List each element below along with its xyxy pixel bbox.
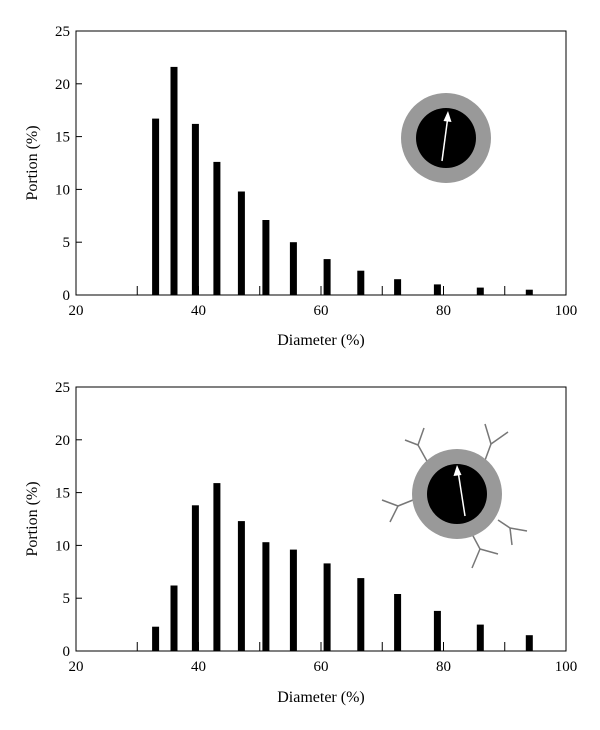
x-tick-label: 100 bbox=[555, 659, 578, 675]
bar bbox=[433, 284, 441, 295]
bar bbox=[152, 118, 160, 295]
y-tick-label: 0 bbox=[63, 644, 71, 660]
x-tick-label: 60 bbox=[314, 659, 329, 675]
bar bbox=[191, 123, 199, 296]
bar bbox=[289, 242, 297, 295]
particle-branches bbox=[381, 423, 528, 569]
y-tick-label: 5 bbox=[63, 591, 71, 607]
bar bbox=[237, 521, 245, 651]
chart-top: 20 40 60 80 100 0 5 10 15 20 25 Diameter (%) Port… bbox=[24, 24, 577, 349]
particle-core bbox=[416, 108, 476, 168]
y-axis-title: Portion (%) bbox=[24, 125, 41, 200]
bar bbox=[170, 66, 178, 296]
x-axis-ticks: 20 40 60 80 100 bbox=[69, 642, 578, 675]
bar bbox=[476, 624, 484, 651]
bar bbox=[476, 287, 484, 295]
x-tick-label: 100 bbox=[555, 303, 578, 319]
radius-arrow-shaft bbox=[457, 470, 466, 517]
bar-series bbox=[152, 483, 533, 651]
y-tick-label: 20 bbox=[55, 77, 70, 93]
bar-series bbox=[152, 66, 533, 296]
chart-bottom: 20 40 60 80 100 0 5 10 15 20 25 Diameter (%) Port… bbox=[24, 380, 577, 706]
y-tick-label: 15 bbox=[55, 486, 70, 502]
bar bbox=[262, 220, 270, 295]
y-axis-title: Portion (%) bbox=[24, 481, 41, 556]
y-tick-label: 10 bbox=[55, 182, 70, 198]
x-axis-title: Diameter (%) bbox=[277, 332, 365, 349]
bar bbox=[525, 289, 533, 295]
y-tick-label: 15 bbox=[55, 130, 70, 146]
x-tick-label: 40 bbox=[191, 659, 206, 675]
bar bbox=[357, 578, 365, 651]
bar bbox=[191, 505, 199, 651]
bar bbox=[525, 635, 533, 651]
bar bbox=[213, 161, 221, 295]
y-tick-label: 25 bbox=[55, 380, 70, 396]
radius-arrow-head bbox=[453, 465, 462, 476]
bar bbox=[170, 585, 178, 651]
y-tick-label: 25 bbox=[55, 24, 70, 40]
bar bbox=[433, 610, 441, 651]
x-tick-label: 60 bbox=[314, 303, 329, 319]
y-tick-label: 20 bbox=[55, 433, 70, 449]
x-tick-label: 80 bbox=[436, 659, 451, 675]
bar bbox=[289, 549, 297, 651]
radius-arrow-shaft bbox=[441, 115, 449, 162]
y-tick-label: 5 bbox=[63, 235, 71, 251]
bar bbox=[323, 563, 331, 651]
bar bbox=[357, 270, 365, 295]
y-axis-ticks: 0 5 10 15 20 25 bbox=[55, 380, 82, 660]
branched-particle-inset-icon bbox=[381, 423, 528, 569]
x-tick-label: 40 bbox=[191, 303, 206, 319]
bar bbox=[262, 542, 270, 651]
y-axis-ticks: 0 5 10 15 20 25 bbox=[55, 24, 82, 304]
x-tick-label: 20 bbox=[69, 303, 84, 319]
bar bbox=[394, 279, 402, 295]
bar bbox=[237, 191, 245, 295]
x-tick-label: 80 bbox=[436, 303, 451, 319]
bar bbox=[152, 626, 160, 651]
radius-arrow-head bbox=[443, 111, 452, 122]
x-axis-ticks: 20 40 60 80 100 bbox=[69, 286, 578, 319]
y-tick-label: 10 bbox=[55, 538, 70, 554]
particle-core bbox=[427, 464, 487, 524]
particle-inset-icon bbox=[401, 93, 491, 183]
bar bbox=[213, 483, 221, 651]
x-tick-label: 20 bbox=[69, 659, 84, 675]
plot-frame bbox=[75, 30, 567, 296]
y-tick-label: 0 bbox=[63, 288, 71, 304]
bar bbox=[394, 594, 402, 651]
bar bbox=[323, 259, 331, 295]
x-axis-title: Diameter (%) bbox=[277, 689, 365, 706]
